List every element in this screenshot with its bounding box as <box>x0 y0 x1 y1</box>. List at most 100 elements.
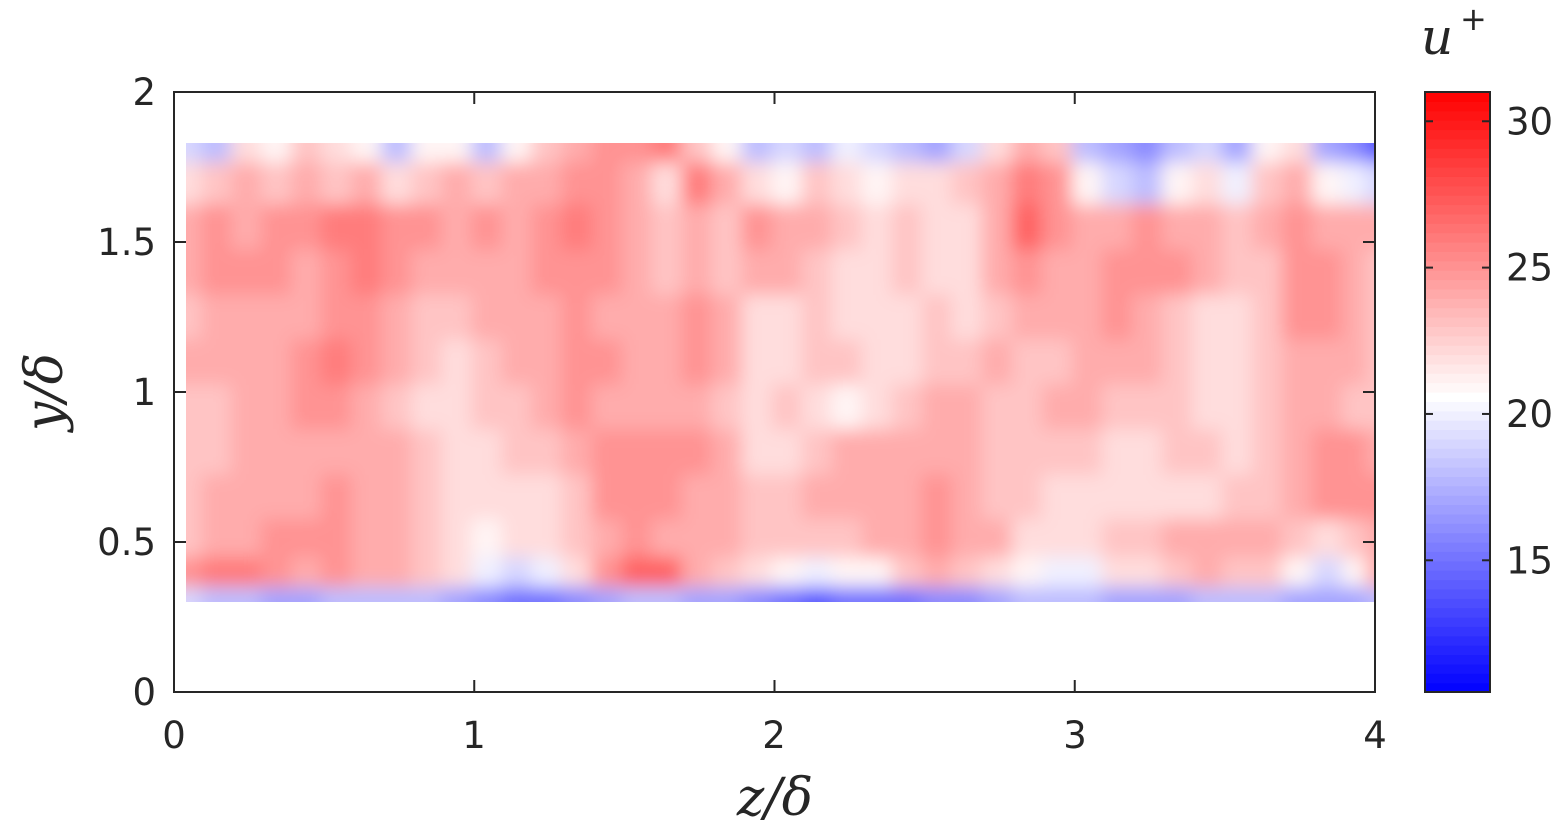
heatmap-cell <box>561 204 592 250</box>
heatmap-cell <box>741 339 772 385</box>
y-tick-labels: 0 0.5 1 1.5 2 <box>97 71 156 714</box>
heatmap-cell <box>801 557 833 588</box>
colorbar-band <box>1425 598 1490 609</box>
heatmap-cell <box>1161 519 1193 558</box>
heatmap-cell <box>951 519 983 558</box>
heatmap-cell <box>231 143 262 163</box>
heatmap-cell <box>861 519 893 558</box>
heatmap-cell <box>1071 249 1103 295</box>
heatmap-cell <box>771 557 803 588</box>
heatmap-cell <box>291 162 322 205</box>
heatmap-cell <box>801 249 833 295</box>
heatmap-cell <box>921 429 953 475</box>
heatmap-cell <box>381 294 412 340</box>
heatmap-cell <box>321 587 352 602</box>
colorbar-band <box>1425 251 1490 262</box>
heatmap-cell <box>1131 294 1163 340</box>
heatmap-cell <box>351 249 382 295</box>
heatmap-cell <box>951 294 983 340</box>
heatmap-cell <box>1341 429 1367 475</box>
heatmap-cell <box>801 587 833 602</box>
colorbar-tick-label: 20 <box>1506 393 1553 436</box>
heatmap-cell <box>1161 143 1193 163</box>
heatmap-cell <box>1341 474 1367 520</box>
colorbar-band <box>1425 373 1490 384</box>
heatmap-cell <box>351 384 382 430</box>
heatmap-cell <box>681 429 712 475</box>
heatmap-cell <box>501 339 532 385</box>
heatmap-cell <box>261 294 292 340</box>
heatmap-cell <box>1011 587 1043 602</box>
heatmap-cell <box>681 204 712 250</box>
heatmap-cell <box>1281 587 1313 602</box>
heatmap-cell <box>321 519 352 558</box>
heatmap-cell <box>1221 339 1253 385</box>
colorbar-band <box>1425 204 1490 215</box>
heatmap-cell <box>891 587 923 602</box>
heatmap-cell <box>651 204 682 250</box>
heatmap-cell <box>651 474 682 520</box>
heatmap-cell <box>231 249 262 295</box>
heatmap-cell <box>1131 249 1163 295</box>
heatmap-cell <box>741 294 772 340</box>
heatmap-cell <box>651 339 682 385</box>
heatmap-cell <box>471 162 502 205</box>
heatmap-cell <box>831 339 863 385</box>
heatmap-cell <box>531 294 562 340</box>
colorbar-band <box>1425 335 1490 346</box>
heatmap-cell <box>1281 557 1313 588</box>
colorbar-band <box>1425 682 1490 693</box>
heatmap-field <box>186 143 1375 602</box>
heatmap-cell <box>201 384 232 430</box>
heatmap-cell <box>261 143 292 163</box>
heatmap-cell <box>1221 204 1253 250</box>
heatmap-cell <box>411 249 442 295</box>
heatmap-cell <box>921 519 953 558</box>
heatmap-cell <box>1311 162 1343 205</box>
heatmap-cell <box>621 587 652 602</box>
colorbar-band <box>1425 485 1490 496</box>
heatmap-cell <box>651 162 682 205</box>
heatmap-cell <box>771 474 803 520</box>
heatmap-cell <box>1011 339 1043 385</box>
heatmap-cell <box>621 249 652 295</box>
heatmap-cell <box>1281 204 1313 250</box>
heatmap-cell <box>321 557 352 588</box>
heatmap-cell <box>801 429 833 475</box>
heatmap-cell <box>1281 474 1313 520</box>
colorbar-band <box>1425 504 1490 515</box>
heatmap-cell <box>591 429 622 475</box>
heatmap-cell <box>1161 249 1193 295</box>
colorbar-band <box>1425 617 1490 627</box>
colorbar-band <box>1425 607 1490 618</box>
colorbar-band <box>1425 242 1490 252</box>
heatmap-cell <box>981 587 1013 602</box>
colorbar-band <box>1425 523 1490 534</box>
heatmap-cell <box>441 294 472 340</box>
heatmap-cell <box>651 249 682 295</box>
colorbar-band <box>1425 551 1490 562</box>
heatmap-cell <box>1311 384 1343 430</box>
heatmap-cell <box>1365 384 1375 430</box>
heatmap-cell <box>1251 339 1283 385</box>
heatmap-cell <box>891 204 923 250</box>
colorbar-band <box>1425 185 1490 196</box>
heatmap-cell <box>1221 294 1253 340</box>
heatmap-cell <box>591 519 622 558</box>
heatmap-cell <box>741 474 772 520</box>
colorbar-band <box>1425 279 1490 290</box>
heatmap-cell <box>1251 294 1283 340</box>
heatmap-cell <box>1071 339 1103 385</box>
heatmap-cell <box>1131 384 1163 430</box>
heatmap-cell <box>261 587 292 602</box>
heatmap-cell <box>1071 204 1103 250</box>
heatmap-cell <box>411 339 442 385</box>
heatmap-cell <box>381 249 412 295</box>
colorbar-band <box>1425 401 1490 412</box>
heatmap-cell <box>321 339 352 385</box>
heatmap-cell <box>501 162 532 205</box>
heatmap-cell <box>1191 294 1223 340</box>
heatmap-cell <box>471 384 502 430</box>
heatmap-cell <box>951 204 983 250</box>
heatmap-cell <box>411 143 442 163</box>
